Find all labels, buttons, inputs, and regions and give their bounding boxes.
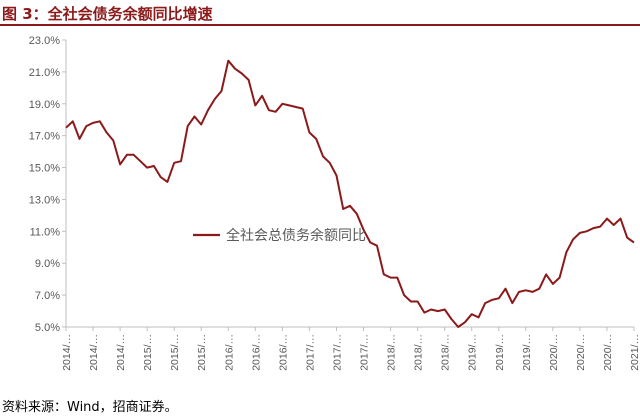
x-tick-label: 2014/… [115,334,127,371]
x-tick-label: 2018/… [440,334,452,371]
y-tick-label: 11.0% [30,226,61,238]
x-tick-label: 2015/… [196,334,208,371]
y-tick-label: 15.0% [29,163,60,175]
y-tick-label: 23.0% [29,35,60,47]
y-tick-label: 21.0% [29,67,60,79]
y-tick-label: 9.0% [35,258,60,270]
x-tick-label: 2020/… [548,334,560,371]
x-tick-label: 2019/… [494,334,506,371]
y-tick-label: 17.0% [29,131,60,143]
x-tick-label: 2018/… [413,334,425,371]
x-tick-label: 2018/… [386,334,398,371]
x-tick-label: 2020/… [602,334,614,371]
legend: 全社会总债务余额同比 [193,227,366,243]
x-tick-label: 2017/… [331,334,343,371]
y-tick-label: 19.0% [29,99,60,111]
x-tick-label: 2021/… [629,334,640,371]
y-axis: 5.0% 7.0% 9.0% 11.0% 13.0% 15.0% 17.0% 19.0% 21.… [29,35,67,334]
line-chart: 5.0% 7.0% 9.0% 11.0% 13.0% 15.0% 17.0% 19.0% 21.… [29,35,640,371]
x-tick-label: 2015/… [142,334,154,371]
x-tick-label: 2016/… [250,334,262,371]
x-tick-label: 2015/… [169,334,181,371]
series-group [65,59,635,328]
x-tick-label: 2019/… [521,334,533,371]
x-tick-label: 2019/… [467,334,479,371]
y-tick-label: 7.0% [35,290,60,302]
x-tick-label: 2020/… [575,334,587,371]
x-tick-label: 2016/… [277,334,289,371]
x-tick-label: 2016/… [223,334,235,371]
y-tick-label: 5.0% [35,322,60,334]
series-line [65,59,635,328]
figure-source: 资料来源：Wind，招商证券。 [2,400,178,415]
x-tick-label: 2014/… [88,334,100,371]
x-tick-label: 2014/… [61,334,73,371]
figure-title: 图 3：全社会债务余额同比增速 [2,5,213,23]
title-rule [0,24,640,26]
y-tick-label: 13.0% [29,194,60,206]
x-tick-label: 2017/… [359,334,371,371]
legend-label: 全社会总债务余额同比 [226,227,366,243]
x-tick-label: 2017/… [304,334,316,371]
x-axis: 2014/… 2014/… 2014/… 2015/… 2015/… 2015/… 2016… [61,326,640,371]
